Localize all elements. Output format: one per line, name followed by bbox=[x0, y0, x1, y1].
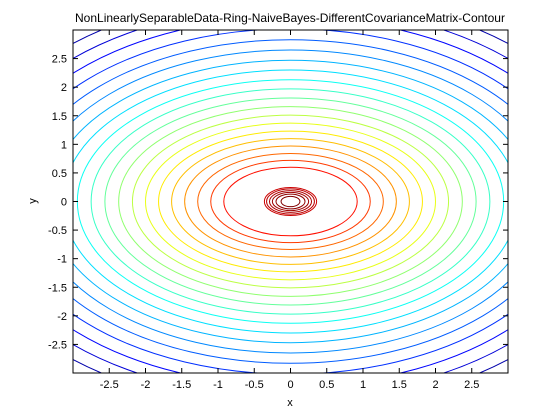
y-tick-label: -0.5 bbox=[48, 225, 67, 237]
plot-area bbox=[73, 30, 508, 373]
contour-level bbox=[73, 49, 508, 354]
contour-level bbox=[73, 69, 508, 334]
chart-title: NonLinearlySeparableData-Ring-NaiveBayes… bbox=[75, 11, 505, 25]
contour-level bbox=[158, 130, 423, 273]
x-tick-label: -1 bbox=[213, 379, 223, 391]
y-axis-ticks: 2.5 2 1.5 1 0.5 0 -0.5 -1 -1.5 -2 -2.5 bbox=[48, 54, 508, 351]
x-tick-label: -2 bbox=[141, 379, 151, 391]
contour-level bbox=[223, 166, 358, 237]
contour-level bbox=[145, 122, 436, 281]
y-tick-label: -2 bbox=[57, 311, 67, 323]
y-tick-label: 1.5 bbox=[52, 111, 67, 123]
contour-level bbox=[104, 97, 477, 306]
y-axis-label: y bbox=[27, 198, 39, 204]
contour-level bbox=[210, 159, 371, 244]
x-tick-label: 1 bbox=[360, 379, 366, 391]
x-tick-label: -2.5 bbox=[100, 379, 119, 391]
y-tick-label: -1 bbox=[57, 254, 67, 266]
contour-level bbox=[73, 39, 508, 364]
x-axis-ticks: -2.5 -2 -1.5 -1 -0.5 0 0.5 1 1.5 2 2.5 bbox=[100, 30, 479, 391]
contour-level bbox=[73, 59, 508, 344]
contour-level-inner bbox=[266, 188, 315, 215]
contour-level-inner bbox=[280, 195, 301, 208]
contour-level bbox=[184, 145, 397, 258]
contour-level bbox=[131, 114, 450, 289]
x-tick-label: 2 bbox=[432, 379, 438, 391]
y-tick-label: -1.5 bbox=[48, 282, 67, 294]
y-tick-label: -2.5 bbox=[48, 339, 67, 351]
x-axis-label: x bbox=[287, 397, 293, 409]
x-tick-label: 2.5 bbox=[464, 379, 479, 391]
contour-level-inner bbox=[263, 186, 318, 217]
contour-level bbox=[118, 106, 463, 297]
x-tick-label: -1.5 bbox=[172, 379, 191, 391]
y-tick-label: 2.5 bbox=[52, 54, 67, 66]
y-tick-label: 2 bbox=[61, 82, 67, 94]
contour-level-inner bbox=[268, 190, 313, 213]
contour-level bbox=[90, 88, 491, 315]
contour-level bbox=[171, 138, 410, 265]
y-tick-label: 0.5 bbox=[52, 168, 67, 180]
y-tick-label: 0 bbox=[61, 197, 67, 209]
x-tick-label: -0.5 bbox=[245, 379, 264, 391]
y-tick-label: 1 bbox=[61, 139, 67, 151]
x-tick-label: 0 bbox=[287, 379, 293, 391]
contour-level-inner bbox=[275, 193, 306, 210]
contour-level bbox=[197, 152, 384, 251]
x-tick-label: 1.5 bbox=[392, 379, 407, 391]
contour-level-inner bbox=[271, 191, 310, 212]
x-tick-label: 0.5 bbox=[319, 379, 334, 391]
